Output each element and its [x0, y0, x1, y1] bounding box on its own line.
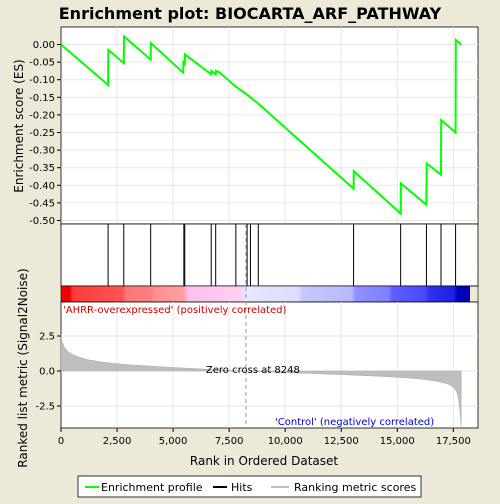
- rank-color-bar: [61, 286, 470, 302]
- x-tick-label: 7,500: [215, 436, 244, 447]
- chart-title: Enrichment plot: BIOCARTA_ARF_PATHWAY: [59, 4, 442, 23]
- hits-panel: [60, 223, 479, 287]
- legend-box: [77, 475, 422, 498]
- hit-markers: [107, 224, 457, 286]
- es-tick-label: -0.45: [29, 198, 55, 209]
- es-tick-label: -0.30: [29, 146, 55, 157]
- legend-label-hits: Hits: [231, 481, 253, 494]
- metric-y-tick-label: 2.5: [39, 332, 55, 343]
- negative-correlation-label: 'Control' (negatively correlated): [275, 417, 434, 428]
- x-tick-label: 2,500: [103, 436, 132, 447]
- x-tick-label: 15,000: [380, 436, 415, 447]
- es-tick-label: -0.40: [29, 181, 55, 192]
- es-tick-label: -0.05: [29, 58, 55, 69]
- ranking-metric-area: [60, 334, 462, 428]
- x-tick-label: 17,500: [436, 436, 471, 447]
- zero-cross-label: Zero cross at 8248: [206, 365, 300, 376]
- es-gridlines: [61, 27, 478, 224]
- es-panel: [60, 26, 479, 225]
- x-tick-label: 12,500: [324, 436, 359, 447]
- es-tick-label: 0.00: [33, 40, 55, 51]
- metric-y-tick-label: 0.0: [39, 367, 55, 378]
- positive-correlation-label: 'AHRR-overexpressed' (positively correla…: [63, 305, 287, 316]
- es-y-ticks: 0.00 -0.05 -0.10 -0.15 -0.20 -0.25 -0.30 -0.35 -…: [29, 40, 61, 227]
- metric-ylabel: Ranked list metric (Signal2Noise): [16, 268, 30, 467]
- enrichment-profile-line: [60, 34, 462, 216]
- es-tick-label: -0.35: [29, 163, 55, 174]
- metric-xlabel: Rank in Ordered Dataset: [190, 454, 338, 468]
- es-tick-label: -0.15: [29, 93, 55, 104]
- es-tick-label: -0.50: [29, 216, 55, 227]
- x-tick-label: 0: [58, 436, 64, 447]
- legend-item-enrichment-profile: Enrichment profile: [85, 481, 203, 494]
- es-tick-label: -0.25: [29, 128, 55, 139]
- es-ylabel: Enrichment score (ES): [12, 59, 26, 192]
- metric-y-tick-label: -2.5: [35, 402, 55, 413]
- x-tick-label: 10,000: [268, 436, 303, 447]
- es-tick-label: -0.20: [29, 110, 55, 121]
- legend-label-profile: Enrichment profile: [101, 481, 203, 494]
- es-tick-label: -0.10: [29, 75, 55, 86]
- legend-label-metric: Ranking metric scores: [294, 481, 416, 494]
- x-tick-label: 5,000: [159, 436, 188, 447]
- legend-item-hits: Hits: [213, 481, 253, 494]
- metric-x-ticks: 0 2,500 5,000 7,500 10,000 12,500 15,000 17,500: [58, 428, 471, 447]
- legend-item-ranking-metric: Ranking metric scores: [271, 481, 416, 494]
- metric-y-ticks: 2.5 0.0 -2.5: [35, 332, 61, 413]
